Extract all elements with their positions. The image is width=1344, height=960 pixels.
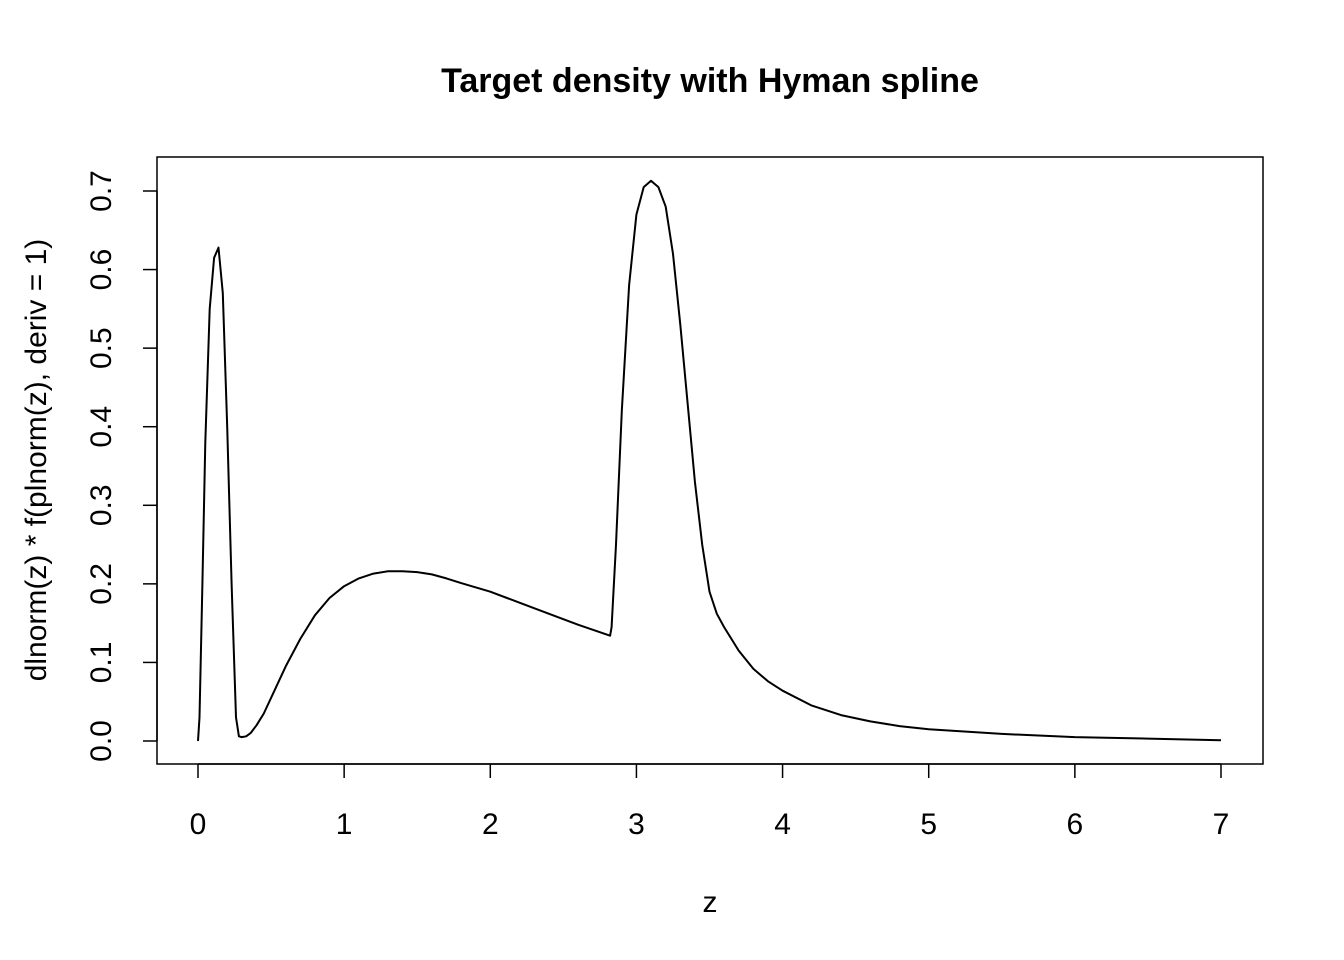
x-tick-label: 2 [482, 808, 499, 841]
y-tick-label: 0.3 [85, 484, 118, 526]
y-tick-label: 0.4 [85, 406, 118, 448]
y-tick-label: 0.2 [85, 563, 118, 605]
y-tick-label: 0.6 [85, 249, 118, 291]
y-tick-label: 0.0 [85, 720, 118, 762]
x-tick-label: 7 [1213, 808, 1230, 841]
x-tick-label: 5 [920, 808, 937, 841]
y-tick-label: 0.5 [85, 327, 118, 369]
x-tick-label: 6 [1067, 808, 1084, 841]
x-tick-label: 1 [336, 808, 353, 841]
x-axis-label: z [703, 886, 718, 919]
y-axis-label: dlnorm(z) * f(plnorm(z), deriv = 1) [20, 239, 53, 682]
x-tick-label: 4 [774, 808, 791, 841]
x-tick-label: 3 [628, 808, 645, 841]
y-axis: 0.0 0.1 0.2 0.3 0.4 0.5 0.6 0.7 [85, 170, 158, 762]
density-line [197, 179, 1222, 742]
y-tick-label: 0.1 [85, 642, 118, 684]
plot-frame [156, 156, 1264, 765]
y-tick-label: 0.7 [85, 170, 118, 212]
x-axis: 0 1 2 3 4 5 6 7 [190, 763, 1230, 841]
chart-title: Target density with Hyman spline [441, 62, 979, 100]
x-tick-label: 0 [190, 808, 207, 841]
